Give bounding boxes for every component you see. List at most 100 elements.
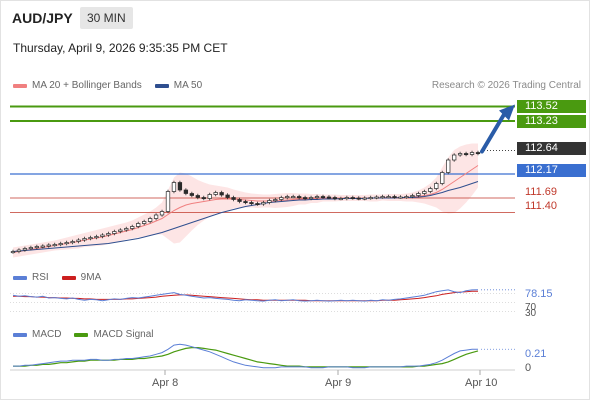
candle-body (463, 153, 469, 156)
level-tag-113-23: 113.23 (517, 115, 586, 128)
candle-body (213, 192, 218, 195)
candle-body (153, 214, 159, 219)
candle-body (130, 226, 135, 229)
candle-body (273, 199, 278, 202)
rsi-ma-swatch-icon (61, 275, 76, 280)
legend-rsi-label: RSI (32, 272, 49, 283)
candle-body (136, 223, 141, 227)
candle-body (159, 211, 165, 216)
candle-body (452, 154, 457, 161)
macd-signal-swatch-icon (74, 332, 89, 337)
candle-body (22, 248, 28, 251)
candle-body (219, 192, 224, 196)
legend-macd-signal: MACD Signal (74, 329, 153, 340)
symbol-title: AUD/JPY (12, 10, 73, 26)
candle-body (440, 172, 445, 184)
candle-body (416, 193, 421, 196)
datetime-label: Thursday, April 9, 2026 9:35:35 PM CET (13, 41, 228, 55)
copyright-text: Research © 2026 Trading Central (431, 80, 581, 91)
legend-macd-label: MACD (32, 329, 62, 340)
candle-body (207, 194, 212, 199)
rsi-ma-line (13, 290, 478, 302)
candle-body (314, 196, 320, 199)
candle-body (386, 196, 391, 199)
candle-body (404, 196, 409, 199)
macd-last-value: 0.21 (525, 348, 547, 360)
candle-body (344, 197, 349, 200)
x-tick-apr8: Apr 8 (152, 377, 179, 389)
candle-body (183, 189, 189, 194)
candle-body (338, 198, 344, 201)
x-tick-apr9: Apr 9 (325, 377, 352, 389)
candle-body (356, 197, 361, 200)
level-tag-113-52: 113.52 (517, 100, 586, 113)
legend-rsi-ma-label: 9MA (80, 272, 102, 283)
candle-body (237, 199, 242, 202)
legend-ma20: MA 20 + Bollinger Bands (13, 80, 142, 91)
candle-body (28, 247, 34, 250)
level-label-111-40: 111.40 (525, 200, 558, 212)
x-tick-apr10: Apr 10 (465, 377, 498, 389)
timeframe-badge[interactable]: 30 MIN (80, 7, 133, 29)
legend-ma20-label: MA 20 + Bollinger Bands (32, 80, 142, 91)
candle-body (52, 244, 57, 247)
ma20-swatch-icon (13, 83, 27, 88)
candle-body (362, 197, 367, 200)
candle-body (398, 196, 403, 199)
legend-macd: MACD (13, 329, 61, 340)
last-price-tag: 112.64 (517, 142, 586, 155)
rsi-line (12, 289, 479, 302)
candle-body (34, 246, 39, 249)
candle-body (165, 191, 171, 212)
macd-swatch-icon (13, 332, 27, 337)
macd-line (13, 343, 478, 369)
candle-body (118, 229, 123, 232)
candle-body (469, 152, 475, 155)
legend-ma50-label: MA 50 (173, 80, 203, 91)
candle-body (225, 194, 230, 198)
rsi-level-30: 30 (525, 308, 537, 319)
candle-body (434, 183, 439, 189)
candle-body (446, 159, 451, 173)
candle-body (332, 197, 338, 200)
candle-body (457, 153, 463, 156)
candle-body (46, 244, 51, 247)
candle-body (297, 196, 302, 199)
legend-macd-signal-label: MACD Signal (93, 329, 154, 340)
target-arrowhead-icon (499, 104, 515, 121)
price-legend: MA 20 + Bollinger Bands MA 50 (13, 80, 215, 91)
macd-legend: MACD MACD Signal (13, 329, 166, 340)
candle-body (70, 241, 75, 244)
candle-body (428, 188, 433, 192)
candle-body (64, 242, 69, 245)
candle-body (410, 195, 415, 198)
candle-body (106, 233, 111, 236)
candle-body (40, 245, 45, 248)
candle-body (177, 182, 183, 191)
candle-body (326, 196, 332, 199)
candle-body (124, 228, 129, 231)
candle-body (201, 197, 206, 200)
candle-body (302, 197, 308, 200)
level-tag-112-17: 112.17 (517, 164, 586, 177)
candle-body (249, 202, 254, 205)
candle-body (142, 221, 147, 224)
candle-body (475, 152, 481, 155)
candle-body (255, 203, 260, 206)
macd-signal-line (13, 347, 479, 368)
candle-body (320, 196, 326, 199)
legend-ma50: MA 50 (154, 80, 203, 91)
rsi-swatch-icon (13, 275, 27, 280)
candle-body (380, 196, 385, 199)
candle-body (308, 197, 314, 200)
target-arrow-icon (480, 112, 506, 154)
candle-body (171, 182, 177, 192)
candle-body (195, 195, 200, 198)
candle-body (189, 193, 194, 196)
candle-body (10, 251, 16, 254)
candle-body (261, 202, 266, 205)
candle-body (58, 243, 63, 246)
rsi-level-70: 70 (525, 302, 537, 313)
candle-body (368, 197, 373, 200)
legend-rsi-ma: 9MA (61, 272, 102, 283)
